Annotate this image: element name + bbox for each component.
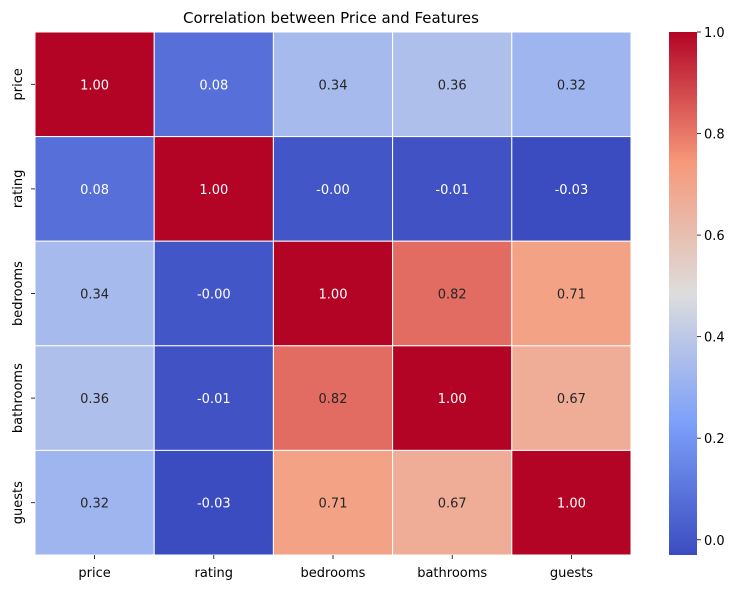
cell-value-label: 1.00	[319, 288, 348, 303]
cell-value-label: -0.01	[197, 392, 231, 407]
cell-value-label: 0.71	[319, 497, 348, 512]
x-tick-label-rating: rating	[195, 566, 234, 581]
heatmap-cell-guests-price	[34, 449, 155, 556]
chart-title: Correlation between Price and Features	[183, 9, 479, 27]
cell-value-label: 1.00	[80, 78, 109, 93]
heatmap-cell-bathrooms-guests	[511, 345, 632, 451]
heatmap-cell-rating-bedrooms	[272, 136, 394, 242]
cell-value-label: 0.67	[438, 497, 467, 512]
heatmap-cell-labels: 1.00 0.08 0.34 0.36 0.32 0.08 1.00 -0.00 -0.01 -0…	[80, 78, 588, 511]
y-tick-label-bathrooms: bathrooms	[11, 363, 26, 433]
cell-value-label: 1.00	[199, 183, 228, 198]
heatmap-cell-guests-rating	[153, 449, 274, 556]
heatmap-cell-bedrooms-rating	[153, 240, 274, 347]
y-tick-label-price: price	[11, 68, 26, 100]
cell-value-label: 0.32	[557, 78, 586, 93]
heatmap-cell-price-guests	[511, 31, 632, 138]
colorbar-tick-label: 0.0	[704, 534, 725, 549]
x-tick-label-price: price	[78, 566, 110, 581]
cell-value-label: 0.36	[438, 78, 467, 93]
heatmap-cell-bathrooms-bathrooms	[392, 345, 513, 451]
y-tick-label-guests: guests	[11, 481, 26, 524]
heatmap-cell-bedrooms-bathrooms	[392, 240, 513, 347]
y-tick-label-rating: rating	[11, 170, 26, 209]
x-axis-tick-labels: price rating bedrooms bathrooms guests	[78, 555, 593, 581]
colorbar-tick-label: 0.8	[704, 128, 725, 143]
cell-value-label: 0.34	[80, 288, 109, 303]
cell-value-label: -0.01	[435, 183, 469, 198]
cell-value-label: 0.67	[557, 392, 586, 407]
heatmap-cell-bathrooms-rating	[153, 345, 274, 451]
heatmap-cell-guests-guests	[511, 449, 632, 556]
heatmap-cells	[34, 31, 632, 556]
cell-value-label: 0.82	[438, 288, 467, 303]
y-axis-tick-labels: price rating bedrooms bathrooms guests	[11, 68, 35, 524]
cell-value-label: -0.03	[555, 183, 589, 198]
cell-value-label: 0.08	[80, 183, 109, 198]
heatmap-cell-bedrooms-bedrooms	[272, 240, 394, 347]
cell-value-label: -0.00	[197, 288, 231, 303]
heatmap-cell-price-bedrooms	[272, 31, 394, 138]
cell-value-label: -0.03	[197, 497, 231, 512]
cell-value-label: 0.34	[319, 78, 348, 93]
heatmap-cell-rating-price	[34, 136, 155, 242]
cell-value-label: 0.71	[557, 288, 586, 303]
colorbar-tick-label: 0.2	[704, 432, 725, 447]
heatmap-cell-price-bathrooms	[392, 31, 513, 138]
colorbar: 0.0 0.2 0.4 0.6 0.8 1.0	[669, 26, 725, 555]
heatmap-cell-price-rating	[153, 31, 274, 138]
colorbar-gradient	[669, 32, 697, 555]
cell-value-label: 1.00	[557, 497, 586, 512]
cell-value-label: 0.32	[80, 497, 109, 512]
cell-value-label: -0.00	[316, 183, 350, 198]
heatmap-cell-price-price	[34, 31, 155, 138]
heatmap-cell-bedrooms-guests	[511, 240, 632, 347]
x-tick-label-guests: guests	[550, 566, 593, 581]
x-tick-label-bedrooms: bedrooms	[301, 566, 366, 581]
cell-value-label: 1.00	[438, 392, 467, 407]
cell-value-label: 0.82	[319, 392, 348, 407]
cell-value-label: 0.08	[199, 78, 228, 93]
colorbar-tick-label: 1.0	[704, 26, 725, 41]
y-tick-label-bedrooms: bedrooms	[11, 261, 26, 326]
heatmap-cell-bathrooms-bedrooms	[272, 345, 394, 451]
heatmap-cell-rating-guests	[511, 136, 632, 242]
colorbar-tick-label: 0.4	[704, 331, 725, 346]
colorbar-tick-label: 0.6	[704, 229, 725, 244]
x-tick-label-bathrooms: bathrooms	[417, 566, 487, 581]
cell-value-label: 0.36	[80, 392, 109, 407]
heatmap-cell-guests-bedrooms	[272, 449, 394, 556]
